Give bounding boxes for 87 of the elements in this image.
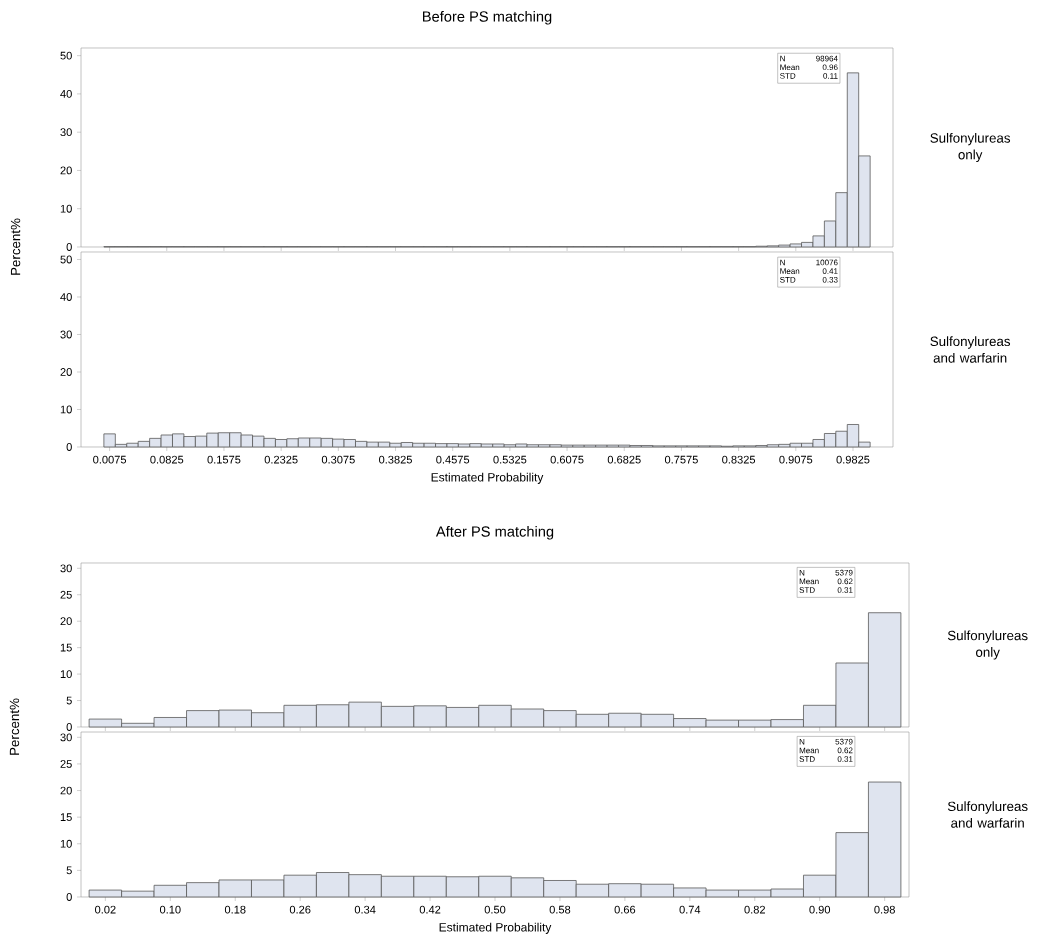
y-tick-label: 0 [66,892,72,901]
annotation: 5379 [835,569,853,576]
annotation: 5379 [835,738,853,745]
x-axis-title: Estimated Probability [439,922,552,934]
x-tick-label: 0.42 [419,905,441,914]
annotation: Mean [799,578,819,585]
y-tick-label: 0 [66,242,72,251]
annotation: Mean [799,747,819,754]
annotation: Mean [780,268,800,274]
y-tick-label: 25 [60,590,72,599]
text: Sulfonylureas only [930,132,1011,162]
annotation: STD [780,276,796,283]
y-tick-label: 5 [66,696,72,705]
y-tick-label: 25 [60,759,72,768]
x-tick-label: 0.7575 [664,455,698,464]
y-tick-label: 40 [60,89,72,98]
annotation: 98964 [816,55,838,62]
x-tick-label: 0.3825 [379,455,412,464]
y-tick-label: 30 [60,733,72,742]
y-tick-label: 5 [66,866,72,875]
y-tick-label: 15 [60,643,72,652]
x-tick-label: 0.98 [874,905,895,914]
x-tick-label: 0.4575 [436,455,470,464]
annotation: 0.41 [822,268,838,274]
annotation: 0.11 [823,72,838,79]
x-tick-label: 0.2325 [264,455,298,464]
y-tick-label: 0 [66,722,72,731]
x-tick-label: 0.74 [679,905,701,914]
x-tick-label: 0.02 [95,905,116,914]
annotation: N [780,55,785,62]
x-tick-label: 0.0075 [93,455,127,464]
x-tick-label: 0.66 [614,905,636,914]
y-tick-label: 10 [60,670,72,678]
chart-title: Before PS matching [423,10,552,25]
annotation: 0.62 [837,747,853,754]
y-axis-title: Percent% [9,698,20,755]
annotation: N [799,738,805,745]
y-tick-label: 30 [60,564,72,573]
x-tick-label: 0.8325 [722,455,756,464]
chart-title: After PS matching [435,525,554,540]
y-tick-label: 15 [60,813,72,821]
text: Sulfonylureas and warfarin [947,801,1028,828]
y-axis-title: Percent% [10,218,21,275]
x-tick-label: 0.0825 [150,455,184,464]
x-tick-label: 0.18 [224,905,246,914]
annotation: Mean [780,64,800,70]
x-tick-label: 0.58 [549,905,571,914]
y-tick-label: 10 [60,204,72,213]
annotation: 0.33 [822,276,838,283]
x-tick-label: 0.90 [809,905,831,914]
annotation: STD [780,72,796,79]
y-tick-label: 30 [60,330,72,339]
y-tick-label: 20 [60,166,72,175]
text: Sulfonylureas only [947,630,1028,660]
x-tick-label: 0.9075 [779,455,813,464]
annotation: 0.62 [837,578,853,585]
x-tick-label: 0.34 [354,905,376,914]
x-tick-label: 0.26 [289,905,311,914]
annotation: N [780,259,785,266]
y-tick-label: 20 [60,617,72,625]
text: Sulfonylureas and warfarin [930,336,1011,363]
x-tick-label: 0.3075 [321,455,355,464]
y-tick-label: 10 [60,839,72,848]
y-tick-label: 50 [60,255,72,264]
y-tick-label: 50 [60,51,72,60]
x-tick-label: 0.50 [484,905,506,914]
y-tick-label: 20 [60,786,72,795]
y-tick-label: 20 [60,367,72,376]
y-tick-label: 0 [66,442,72,451]
x-tick-label: 0.6075 [550,455,584,464]
y-tick-label: 40 [60,292,72,301]
x-tick-label: 0.6825 [607,455,641,464]
annotation: 10076 [816,259,838,266]
x-tick-label: 0.9825 [836,455,870,464]
annotation: 0.31 [837,587,853,593]
x-tick-label: 0.10 [159,905,181,914]
y-tick-label: 30 [60,128,72,136]
annotation: STD [799,587,815,593]
y-tick-label: 10 [60,405,72,414]
annotation: STD [799,756,815,762]
x-axis-title: Estimated Probability [431,472,544,484]
annotation: 0.31 [837,756,853,762]
x-tick-label: 0.82 [744,905,765,914]
x-tick-label: 0.5325 [493,455,527,464]
annotation: N [799,569,805,576]
x-tick-label: 0.1575 [207,455,241,464]
annotation: 0.96 [822,64,838,70]
